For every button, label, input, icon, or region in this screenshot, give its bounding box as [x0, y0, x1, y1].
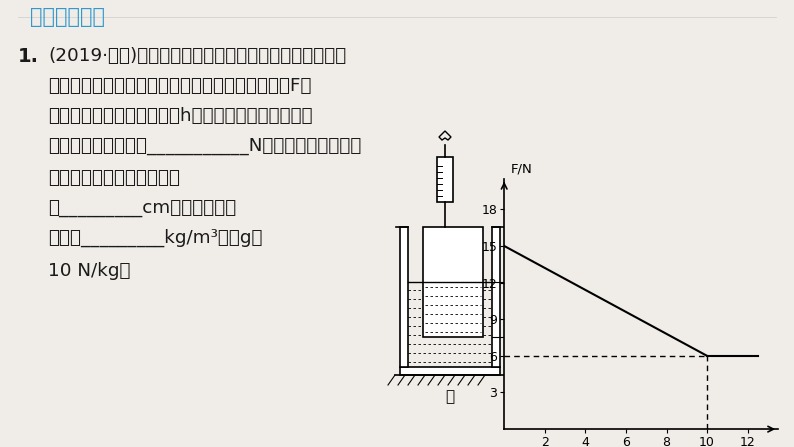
Text: h: h: [517, 303, 526, 316]
Bar: [423, 227, 483, 337]
Text: 10 N/kg）: 10 N/kg）: [48, 262, 130, 280]
Bar: [400, 367, 500, 375]
Text: 则物块受到的重力为___________N，物块刚好浸没在液: 则物块受到的重力为___________N，物块刚好浸没在液: [48, 137, 361, 155]
Text: F/N: F/N: [511, 162, 532, 175]
Bar: [437, 157, 453, 202]
Text: 期末提分练案: 期末提分练案: [30, 7, 105, 27]
Bar: [400, 227, 408, 367]
Text: 其下表面浸入液体中的深度h之间的关系如图乙所示，: 其下表面浸入液体中的深度h之间的关系如图乙所示，: [48, 107, 313, 125]
Text: 甲: 甲: [445, 389, 454, 404]
Text: 密度为_________kg/m³。（g取: 密度为_________kg/m³。（g取: [48, 229, 263, 247]
Bar: [492, 227, 500, 367]
Text: (2019·广东)如图甲所示，用弹簧测力计通过细线拉着正: (2019·广东)如图甲所示，用弹簧测力计通过细线拉着正: [48, 47, 346, 65]
Text: 为_________cm，未知液体的: 为_________cm，未知液体的: [48, 199, 237, 217]
Text: 体中时其下表面浸入的深度: 体中时其下表面浸入的深度: [48, 169, 180, 187]
Text: 方体物块缓慢浸入某未知液体中，物块受到的拉力F与: 方体物块缓慢浸入某未知液体中，物块受到的拉力F与: [48, 77, 311, 95]
Text: 1.: 1.: [18, 47, 39, 66]
